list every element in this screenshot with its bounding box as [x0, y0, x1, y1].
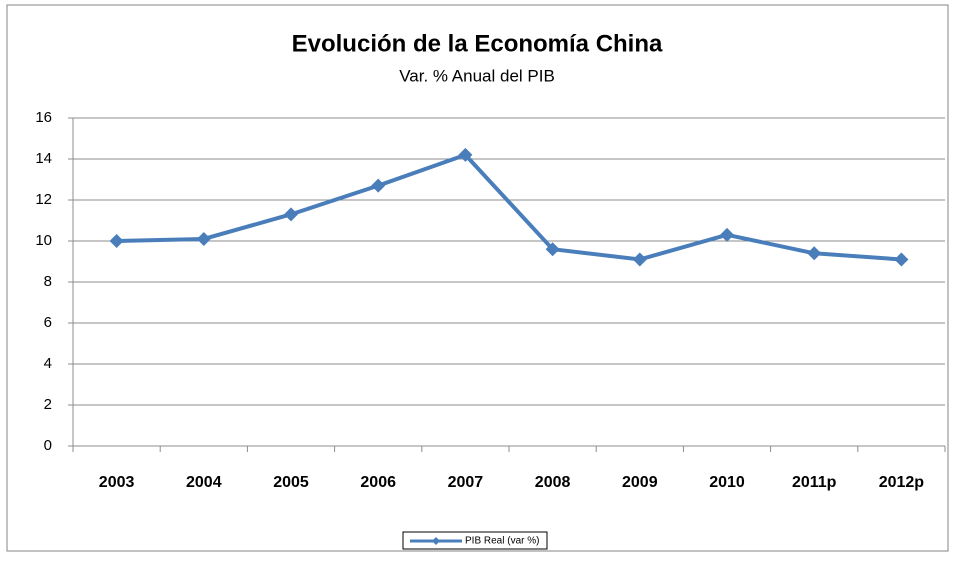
y-tick-label: 16 — [35, 109, 52, 126]
point-marker — [458, 147, 473, 162]
chart-subtitle: Var. % Anual del PIB — [399, 66, 555, 85]
y-tick-label: 14 — [35, 150, 52, 167]
point-marker — [807, 246, 822, 261]
point-marker — [109, 234, 124, 248]
chart-border — [6, 4, 949, 552]
point-marker — [284, 207, 298, 222]
x-tick-label: 2010 — [709, 474, 745, 491]
legend-label: PIB Real (var %) — [465, 536, 539, 547]
y-tick-label: 4 — [44, 355, 52, 372]
legend-box — [402, 531, 548, 550]
x-tick-label: 2008 — [535, 474, 571, 491]
x-tick-label: 2009 — [622, 474, 658, 491]
point-marker — [371, 178, 386, 193]
point-marker — [720, 227, 734, 242]
series-line — [116, 152, 902, 262]
x-tick-label: 2007 — [448, 474, 484, 491]
x-tick-label: 2006 — [360, 474, 396, 491]
x-tick-label: 2004 — [186, 474, 222, 491]
point-marker — [196, 231, 211, 246]
x-tick-label: 2011p — [792, 474, 837, 491]
x-tick-label: 2003 — [99, 474, 135, 491]
chart-title: Evolución de la Economía China — [292, 30, 663, 57]
x-tick-label: 2005 — [273, 474, 309, 491]
y-tick-label: 8 — [44, 273, 52, 290]
y-tick-label: 2 — [44, 396, 52, 413]
y-tick-label: 10 — [35, 232, 52, 249]
y-tick-label: 6 — [44, 314, 52, 331]
point-marker — [894, 252, 909, 267]
x-tick-label: 2012p — [879, 474, 925, 491]
point-marker — [545, 242, 560, 257]
y-tick-label: 0 — [44, 437, 52, 454]
y-tick-label: 12 — [35, 191, 52, 208]
legend-marker — [432, 537, 440, 545]
point-marker — [632, 252, 647, 267]
